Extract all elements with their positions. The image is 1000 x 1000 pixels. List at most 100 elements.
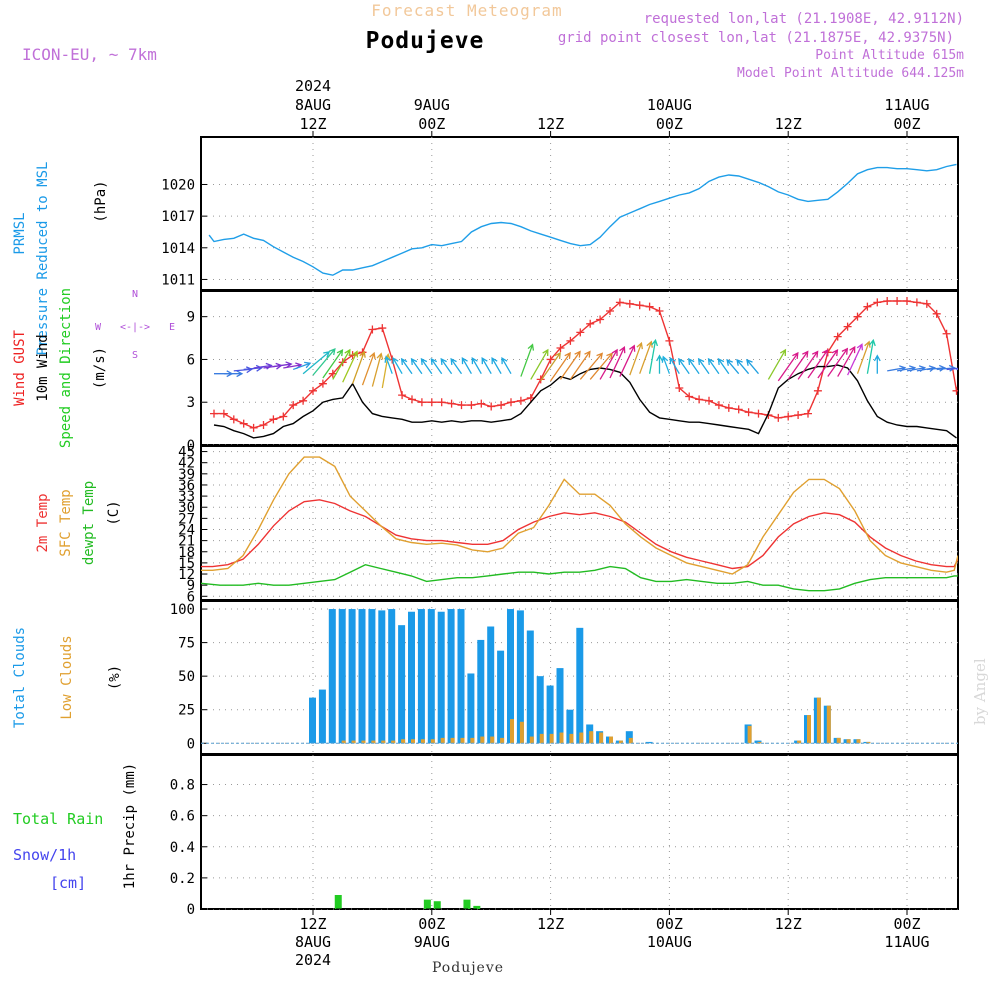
gust-marker: [378, 324, 387, 333]
y-tick-label: 0: [187, 736, 195, 752]
bar-low-clouds: [361, 740, 366, 744]
wind-arrow: [361, 351, 376, 386]
wind-arrow: [866, 338, 876, 374]
bar-low-clouds: [411, 739, 415, 744]
panel-content: [208, 163, 957, 276]
bar-total-rain: [473, 905, 481, 909]
gust-marker: [299, 396, 308, 405]
y-tick-label: 9: [187, 310, 195, 326]
bar-low-clouds: [351, 740, 356, 744]
bar-low-clouds: [826, 705, 831, 744]
panel-wind: 0 3 6 9 Wind GUST 10m Wind Speed and Direction…: [12, 288, 959, 454]
side-label: [cm]: [50, 874, 86, 892]
series-2m-temp: [201, 499, 958, 570]
gust-marker: [447, 399, 456, 408]
meteogram-title: Forecast Meteogram: [371, 1, 562, 20]
wind-arrow: [661, 355, 671, 374]
y-tick-label: 30: [178, 500, 195, 516]
time-label-bottom: 8AUG: [295, 933, 331, 951]
wind-arrow: [629, 341, 643, 376]
gust-marker: [863, 302, 872, 311]
bar-total-clouds: [378, 610, 386, 744]
panel-frame: [200, 754, 959, 910]
bar-low-clouds: [747, 725, 752, 744]
y-tick-label: 50: [178, 669, 195, 685]
gust-marker: [804, 409, 812, 418]
gust-marker: [210, 409, 218, 418]
bar-total-clouds: [408, 611, 415, 744]
bar-total-clouds: [556, 668, 564, 744]
bar-total-clouds: [467, 673, 475, 744]
location-title: Podujeve: [366, 28, 485, 54]
wind-arrow: [520, 343, 535, 377]
wind-arrow: [501, 356, 512, 375]
time-label-bottom: 12Z: [775, 915, 802, 933]
wind-arrow: [669, 356, 680, 375]
bar-low-clouds: [460, 737, 465, 744]
gust-marker: [774, 413, 783, 422]
wind-arrow: [767, 348, 787, 380]
wind-arrow: [233, 366, 254, 374]
bar-total-clouds: [497, 650, 505, 744]
bar-total-clouds: [516, 610, 524, 744]
side-label: Low Clouds: [59, 635, 75, 719]
gust-marker: [922, 299, 931, 308]
bar-total-clouds: [388, 609, 396, 744]
bar-total-clouds: [338, 609, 346, 744]
gust-marker: [705, 396, 713, 405]
bar-low-clouds: [440, 737, 445, 744]
panel-frame: [200, 445, 959, 601]
gust-marker: [239, 419, 248, 428]
side-label: Total Rain: [13, 810, 103, 828]
bar-low-clouds: [430, 739, 435, 744]
gust-marker: [635, 301, 644, 310]
wind-arrow: [440, 357, 453, 375]
wind-arrow: [956, 368, 958, 371]
wind-arrow: [559, 350, 581, 380]
time-label-top: 00Z: [418, 115, 445, 133]
bar-total-clouds: [477, 639, 485, 744]
compass-south: S: [132, 350, 138, 361]
y-axis-unit: (%): [107, 665, 123, 690]
y-tick-label: 1014: [161, 241, 195, 257]
gust-marker: [566, 336, 575, 345]
bar-total-clouds: [457, 609, 465, 744]
bar-low-clouds: [490, 736, 495, 744]
wind-arrow: [787, 350, 809, 380]
gust-marker: [497, 401, 506, 410]
time-label-bottom: 2024: [295, 951, 331, 969]
series-dewpt-temp: [201, 563, 958, 592]
wind-arrow: [946, 367, 958, 371]
gust-marker: [645, 302, 654, 311]
bar-low-clouds: [450, 737, 455, 744]
wind-arrow: [420, 357, 433, 375]
side-label: Pressure Reduced to MSL: [35, 162, 51, 356]
gust-marker: [437, 398, 446, 407]
gust-marker: [417, 398, 426, 407]
gust-marker: [368, 325, 377, 334]
gust-marker: [487, 402, 496, 411]
gust-marker: [794, 411, 803, 420]
y-tick-label: 3: [187, 395, 195, 411]
time-label-top: 00Z: [893, 115, 920, 133]
y-tick-label: 18: [178, 545, 195, 561]
y-tick-label: 42: [178, 456, 195, 472]
model-name: ICON-EU, ~ 7km: [22, 45, 157, 64]
side-label: Speed and Direction: [58, 288, 74, 448]
bar-low-clouds: [549, 733, 554, 744]
time-label-top: 11AUG: [884, 96, 929, 114]
time-label-bottom: 10AUG: [647, 933, 692, 951]
gust-marker: [546, 355, 555, 364]
bar-low-clouds: [401, 739, 406, 744]
bar-low-clouds: [816, 697, 821, 744]
gust-marker: [507, 398, 515, 407]
time-label-bottom: 12Z: [537, 915, 564, 933]
series-sfc-temp: [201, 456, 958, 575]
y-tick-label: 45: [178, 445, 195, 461]
bar-total-clouds: [507, 609, 514, 744]
footer-location: Podujeve: [432, 960, 504, 976]
bar-total-clouds: [358, 609, 366, 744]
compass-west: W: [95, 322, 102, 333]
wind-arrow: [837, 345, 856, 377]
wind-arrow: [827, 347, 849, 377]
